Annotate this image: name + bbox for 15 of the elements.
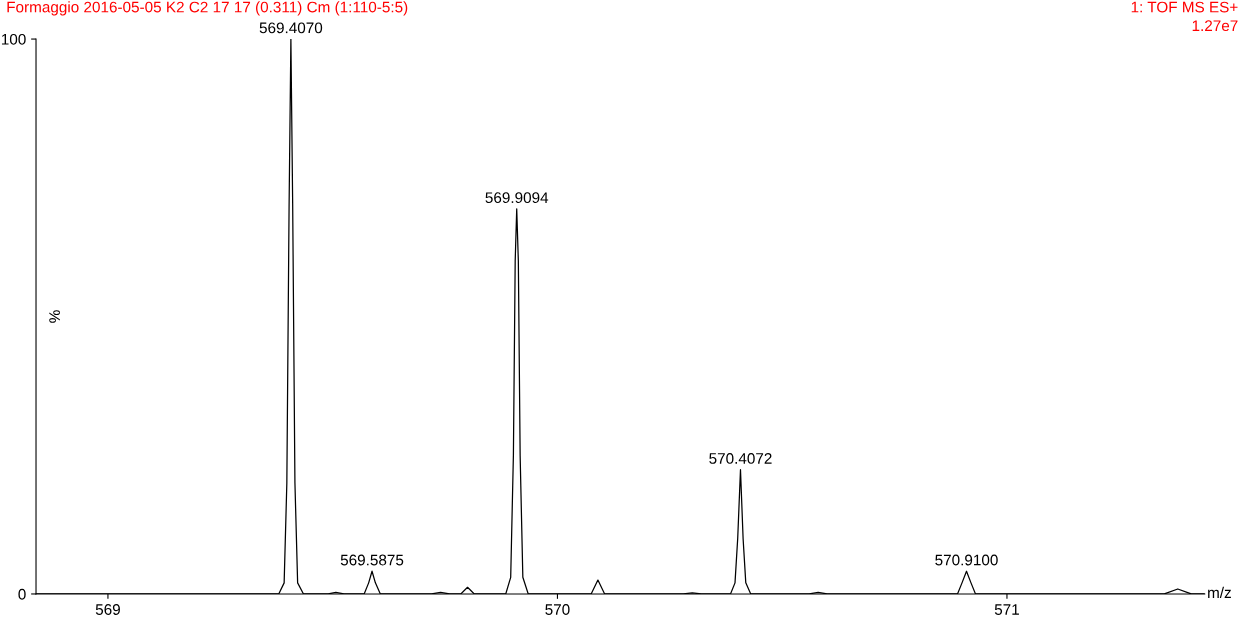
y-tick-label: 100 xyxy=(1,33,26,45)
chart-title: Formaggio 2016-05-05 K2 C2 17 17 (0.311) Cm (1:110-5:5) xyxy=(7,1,408,16)
text: 1: TOF MS ES+ xyxy=(1131,1,1238,13)
annotation: 570.9100 xyxy=(935,554,998,566)
x-tick-label: 569 xyxy=(95,604,120,615)
y-tick-label: 0 xyxy=(18,588,26,600)
annotation: 570.4072 xyxy=(709,453,772,464)
annotation: 569.4070 xyxy=(259,22,323,34)
annotation: 569.9094 xyxy=(485,192,549,204)
x-tick-label: 570 xyxy=(545,604,570,615)
x-tick-label: 571 xyxy=(994,604,1019,615)
annotation: 569.5875 xyxy=(340,554,404,566)
y-axis-title: % xyxy=(49,310,60,323)
text: 1.27e7 xyxy=(1192,20,1238,32)
x-axis-title: m/z xyxy=(1208,586,1231,599)
